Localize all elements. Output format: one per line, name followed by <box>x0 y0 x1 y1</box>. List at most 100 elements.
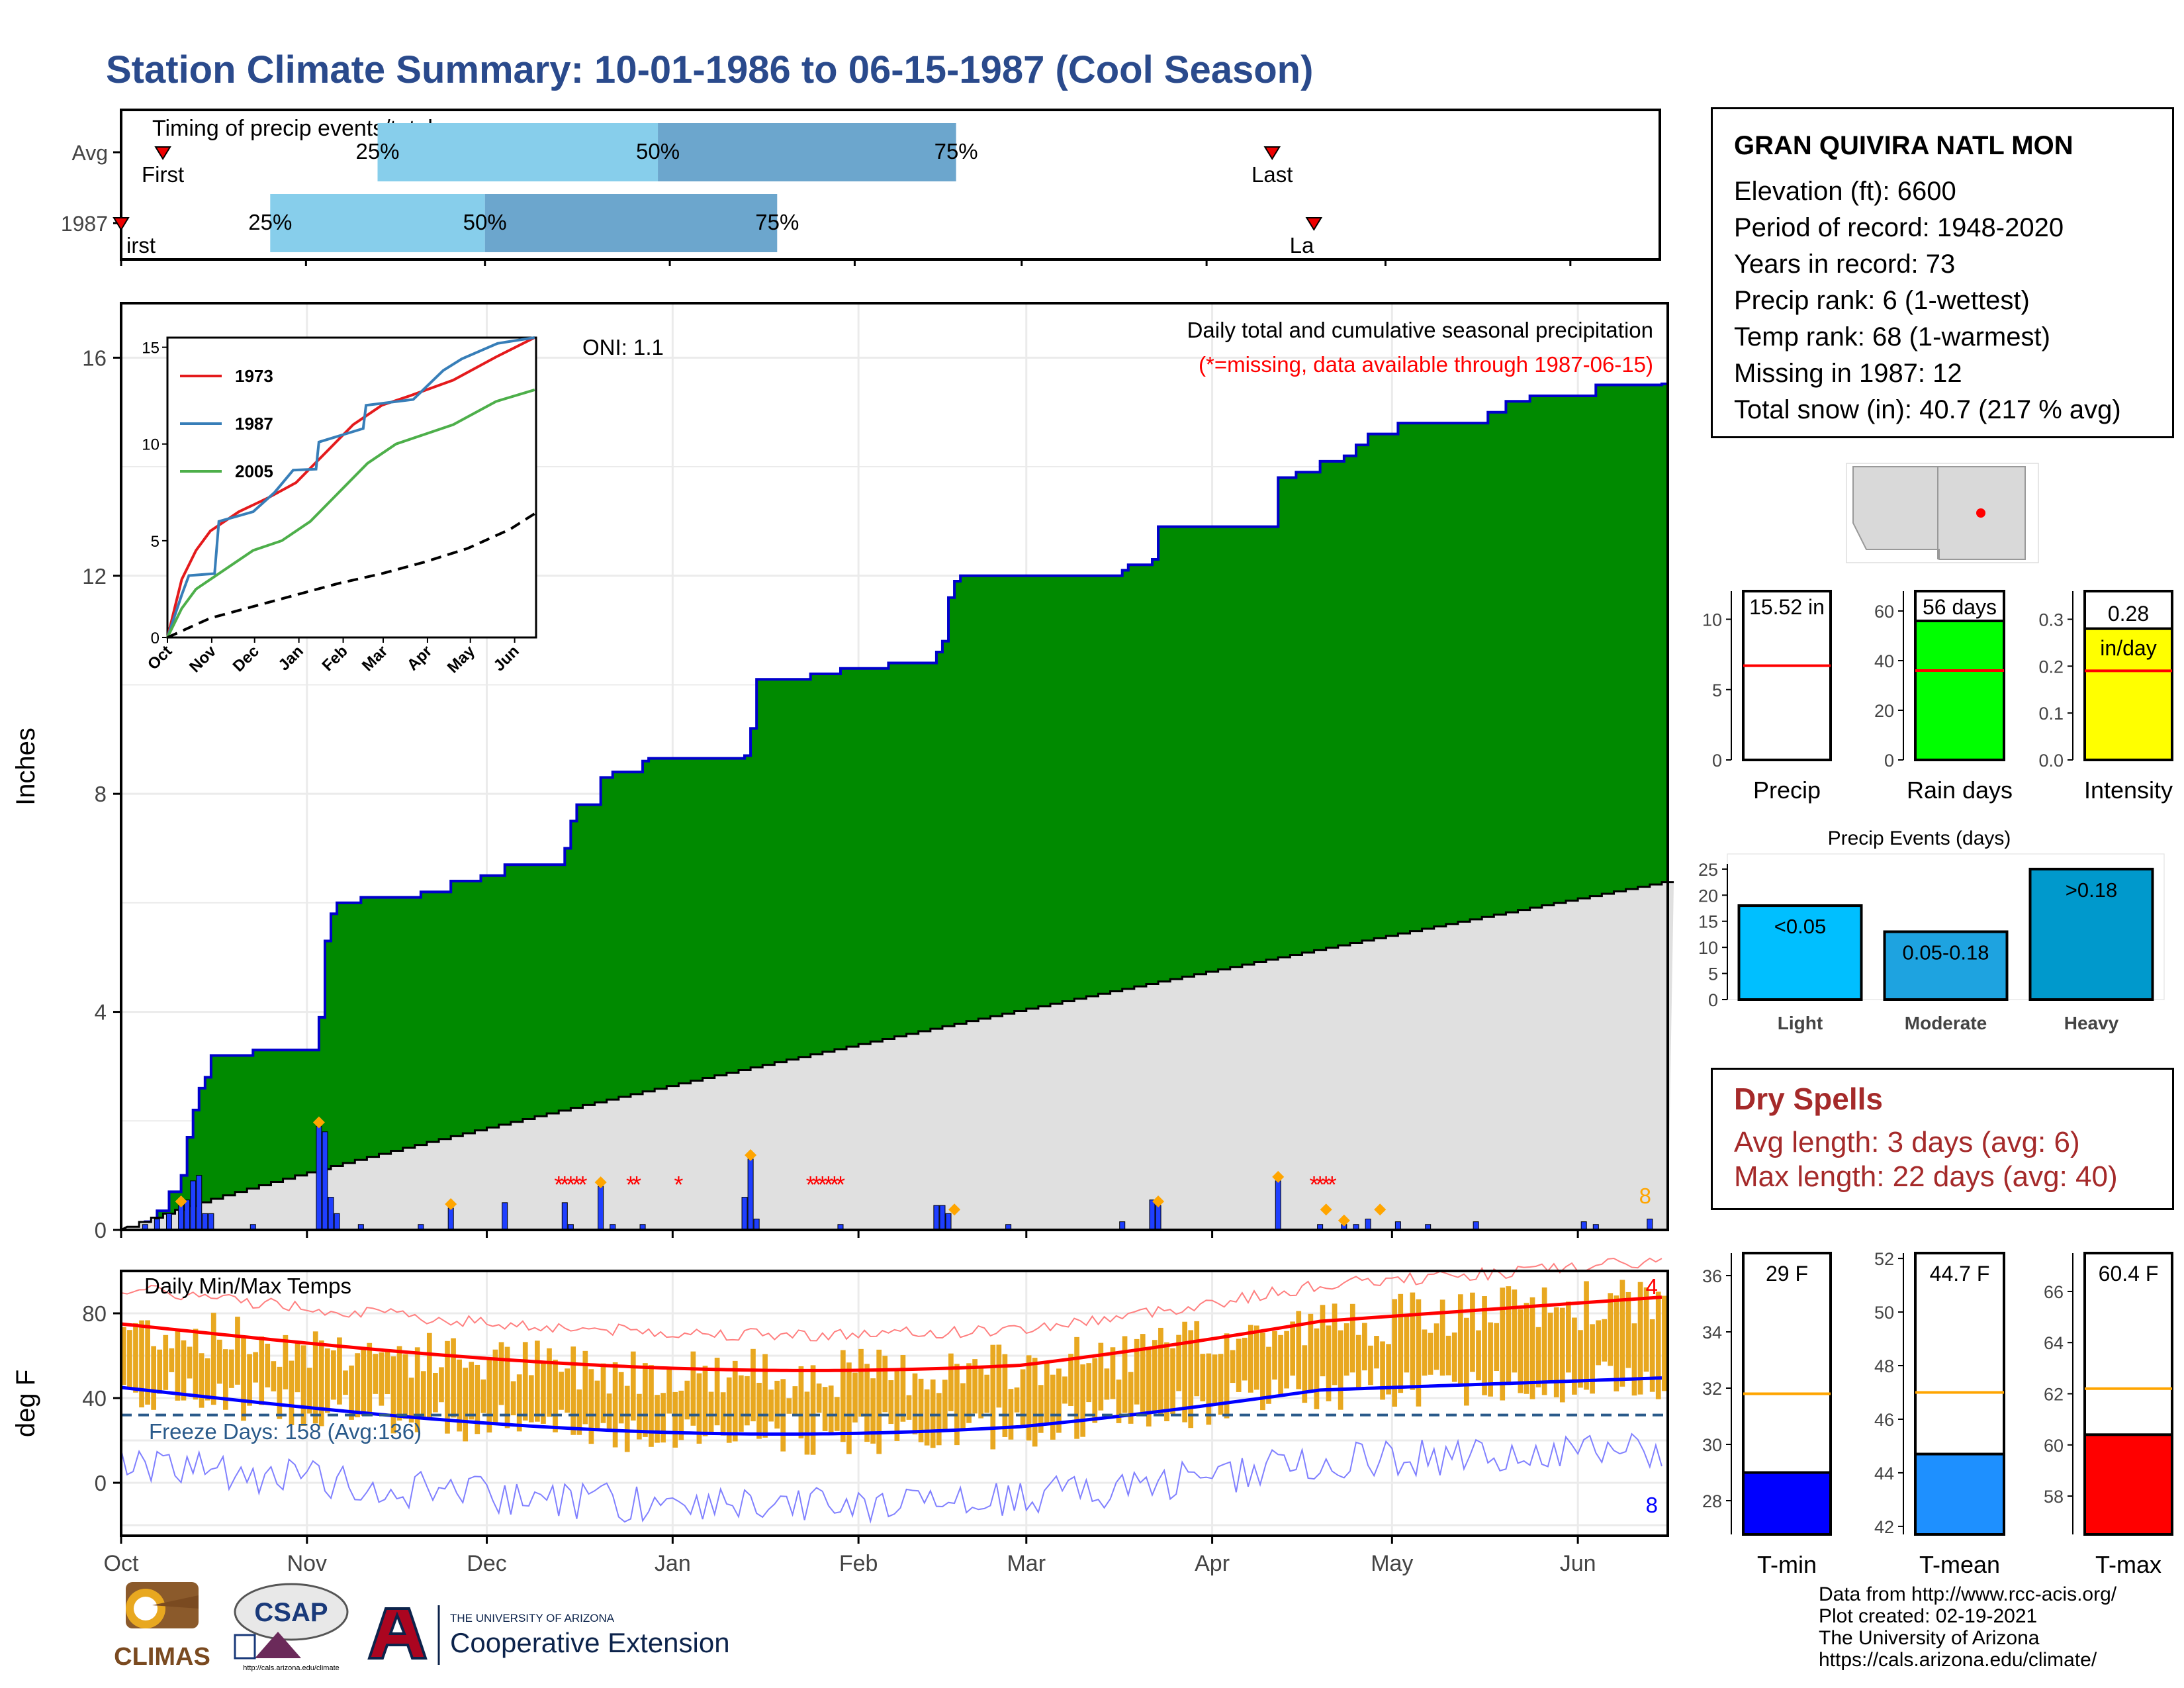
inset-y-tick-label: 0 <box>151 630 159 647</box>
daily-temp-bar <box>672 1391 678 1448</box>
daily-temp-bar <box>1068 1354 1073 1407</box>
daily-temp-bar <box>175 1329 181 1401</box>
daily-temp-bar <box>241 1336 246 1421</box>
events-bar-label: >0.18 <box>2066 878 2117 902</box>
missing-data-marker: * <box>824 1171 833 1198</box>
daily-temp-bar <box>888 1380 894 1425</box>
daily-temp-bar <box>1482 1296 1487 1395</box>
inset-legend-label: 2005 <box>235 461 273 481</box>
daily-temp-bar <box>1056 1368 1062 1433</box>
daily-temp-bar <box>1098 1342 1104 1411</box>
temp-y-tick-label: 40 <box>82 1386 107 1411</box>
daily-temp-bar <box>882 1356 888 1413</box>
rain-days-y-tick-label: 20 <box>1874 701 1894 721</box>
daily-temp-bar <box>1410 1292 1416 1390</box>
daily-temp-bar <box>900 1355 906 1422</box>
daily-temp-bar <box>235 1317 240 1385</box>
daily-temp-bar <box>1146 1348 1152 1427</box>
daily-temp-bar <box>1002 1354 1008 1437</box>
daily-temp-bar <box>396 1346 402 1421</box>
daily-temp-bar <box>864 1364 870 1442</box>
daily-temp-bar <box>906 1395 912 1420</box>
intensity-y-tick-label: 0.3 <box>2038 610 2064 630</box>
daily-temp-bar <box>792 1386 798 1415</box>
events-bar-heavy <box>2028 867 2154 1002</box>
daily-temp-bar <box>1122 1336 1128 1413</box>
daily-temp-bar <box>414 1347 420 1432</box>
tmin-y-tick-label: 28 <box>1702 1491 1722 1511</box>
daily-temp-bar <box>1008 1389 1014 1440</box>
intensity-label: Intensity <box>2084 776 2173 804</box>
daily-temp-bar <box>1134 1338 1140 1405</box>
daily-temp-bar <box>337 1337 342 1405</box>
month-tick-label: Oct <box>104 1551 139 1576</box>
daily-temp-bar <box>768 1389 774 1422</box>
month-tick-label: Dec <box>467 1551 506 1576</box>
daily-temp-bar <box>1020 1369 1026 1425</box>
precip-total-frame <box>1742 590 1832 761</box>
daily-temp-bar <box>480 1379 486 1413</box>
tmean-y-tick-label: 48 <box>1874 1356 1894 1376</box>
precip-chart-subtitle: (*=missing, data available through 1987-… <box>1199 352 1653 377</box>
page-title: Station Climate Summary: 10-01-1986 to 0… <box>106 48 1314 91</box>
daily-temp-bar <box>745 1376 750 1426</box>
rain-days-label: Rain days <box>1907 776 2013 804</box>
daily-temp-bar <box>1655 1291 1661 1399</box>
daily-temp-bar <box>1128 1372 1134 1424</box>
csap-text: CSAP <box>254 1598 328 1627</box>
daily-temp-bar <box>1428 1333 1433 1375</box>
daily-temp-bar <box>732 1360 738 1442</box>
temp-chart-title: Daily Min/Max Temps <box>144 1274 351 1298</box>
rain-days-y-tick-label: 60 <box>1874 602 1894 622</box>
daily-precip-bar <box>598 1186 604 1231</box>
daily-temp-bar <box>1433 1323 1439 1370</box>
daily-temp-bar <box>390 1356 396 1434</box>
daily-temp-bar <box>1014 1387 1020 1413</box>
daily-temp-bar <box>1649 1319 1655 1392</box>
daily-temp-bar <box>1559 1307 1565 1403</box>
avg-min-temp-line <box>120 1376 1662 1436</box>
inset-frame <box>166 336 537 639</box>
events-bar-label: 0.05-0.18 <box>1903 941 1989 964</box>
daily-temp-bar <box>300 1345 306 1426</box>
daily-temp-bar <box>637 1393 642 1440</box>
daily-temp-bar <box>1248 1325 1253 1393</box>
timing-p25-label: 25% <box>355 139 399 164</box>
daily-temp-bar <box>1349 1303 1355 1373</box>
daily-temp-bar <box>822 1387 828 1431</box>
heavy-event-marker <box>594 1176 607 1189</box>
daily-precip-bar <box>1149 1199 1156 1231</box>
events-chart-title: Precip Events (days) <box>1828 827 2011 849</box>
daily-temp-bar <box>870 1378 876 1444</box>
daily-precip-bar <box>190 1180 197 1231</box>
daily-temp-bar <box>774 1380 780 1429</box>
tmean-frame <box>1914 1252 2005 1536</box>
daily-temp-bar <box>486 1359 492 1433</box>
daily-precip-bar <box>165 1213 172 1231</box>
daily-temp-bar <box>588 1369 594 1444</box>
precip-total-bar <box>1742 590 1832 761</box>
daily-temp-bar <box>559 1372 564 1410</box>
station-location-dot <box>1976 508 1985 518</box>
daily-precip-bar <box>178 1205 185 1231</box>
daily-temp-bar <box>181 1340 187 1401</box>
daily-temp-bar <box>193 1329 199 1400</box>
freeze-days-text: Freeze Days: 158 (Avg:136) <box>149 1419 422 1444</box>
tmax-y-tick-label: 58 <box>2044 1487 2064 1507</box>
daily-temp-bar <box>1362 1323 1367 1371</box>
daily-temp-bar <box>169 1348 175 1372</box>
daily-precip-bar <box>1155 1205 1161 1231</box>
daily-temp-bar <box>1619 1280 1625 1387</box>
daily-temp-bar <box>846 1362 852 1454</box>
daily-temp-bar <box>1614 1295 1619 1391</box>
daily-temp-bar <box>385 1350 390 1395</box>
tmean-y-tick-label: 50 <box>1874 1303 1894 1323</box>
missing-data-marker: * <box>626 1171 635 1198</box>
precip-total-label: Precip <box>1753 776 1821 804</box>
daily-precip-bar <box>328 1197 334 1231</box>
daily-temp-bar <box>510 1381 516 1416</box>
timing-bar-25-50 <box>377 123 659 181</box>
daily-temp-bar <box>426 1333 432 1418</box>
missing-data-marker: * <box>566 1171 575 1198</box>
